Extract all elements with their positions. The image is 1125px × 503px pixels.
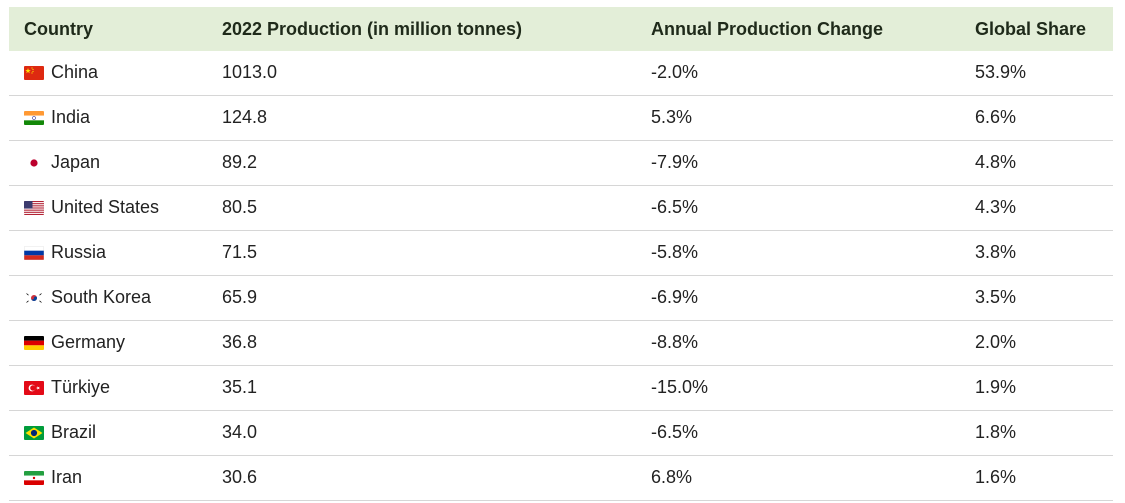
germany-flag-icon: [24, 335, 44, 350]
production-cell: 71.5: [222, 242, 258, 262]
country-cell: Germany: [9, 320, 207, 365]
russia-flag-icon: [24, 245, 44, 260]
table-row: South Korea 65.9 -6.9% 3.5%: [9, 275, 1113, 320]
header-share[interactable]: Global Share: [975, 18, 1087, 39]
country-cell: Iran: [9, 455, 207, 500]
table-row: Germany 36.8 -8.8% 2.0%: [9, 320, 1113, 365]
production-cell: 65.9: [222, 287, 258, 307]
country-cell: India: [9, 95, 207, 140]
brazil-flag-icon: [24, 425, 44, 440]
country-cell: South Korea: [9, 275, 207, 320]
country-cell: China: [9, 51, 207, 95]
country-name: United States: [51, 197, 160, 217]
table-row: China 1013.0 -2.0% 53.9%: [9, 51, 1113, 95]
country-cell-content: Türkiye: [24, 377, 207, 398]
country-cell: United States: [9, 185, 207, 230]
country-cell-content: China: [24, 62, 207, 83]
change-cell: -6.5%: [651, 197, 699, 217]
production-cell: 36.8: [222, 332, 258, 352]
share-cell: 4.3%: [975, 197, 1017, 217]
change-cell: -15.0%: [651, 377, 709, 397]
table-row: Iran 30.6 6.8% 1.6%: [9, 455, 1113, 500]
production-cell: 80.5: [222, 197, 258, 217]
header-country[interactable]: Country: [24, 18, 93, 39]
country-cell-content: Germany: [24, 332, 207, 353]
share-cell: 1.6%: [975, 467, 1017, 487]
production-cell: 1013.0: [222, 62, 278, 83]
share-cell: 4.8%: [975, 152, 1017, 172]
change-cell: 5.3%: [651, 107, 693, 127]
production-cell: 30.6: [222, 467, 258, 487]
change-cell: -8.8%: [651, 332, 699, 352]
country-name: Türkiye: [51, 377, 111, 397]
steel-production-table: Country 2022 Production (in million tonn…: [9, 7, 1113, 501]
turkiye-flag-icon: [24, 380, 44, 395]
country-name: Japan: [51, 152, 101, 172]
table-row: India 124.8 5.3% 6.6%: [9, 95, 1113, 140]
share-cell: 1.8%: [975, 422, 1017, 442]
production-cell: 34.0: [222, 422, 258, 442]
united-states-flag-icon: [24, 200, 44, 215]
country-cell-content: Iran: [24, 467, 207, 488]
country-cell: Brazil: [9, 410, 207, 455]
table-row: United States 80.5 -6.5% 4.3%: [9, 185, 1113, 230]
share-cell: 6.6%: [975, 107, 1017, 127]
change-cell: -6.9%: [651, 287, 699, 307]
country-cell: Türkiye: [9, 365, 207, 410]
production-cell: 124.8: [222, 107, 268, 127]
country-name: South Korea: [51, 287, 152, 307]
share-cell: 3.8%: [975, 242, 1017, 262]
south-korea-flag-icon: [24, 290, 44, 305]
table-row: Brazil 34.0 -6.5% 1.8%: [9, 410, 1113, 455]
share-cell: 2.0%: [975, 332, 1017, 352]
share-cell: 53.9%: [975, 62, 1027, 83]
header-production[interactable]: 2022 Production (in million tonnes): [222, 18, 523, 39]
country-name: India: [51, 107, 91, 127]
country-cell-content: Russia: [24, 242, 207, 263]
change-cell: -2.0%: [651, 62, 699, 83]
change-cell: -6.5%: [651, 422, 699, 442]
country-name: Russia: [51, 242, 107, 262]
steel-production-table-container: Country 2022 Production (in million tonn…: [9, 7, 1113, 501]
india-flag-icon: [24, 110, 44, 125]
table-row: Türkiye 35.1 -15.0% 1.9%: [9, 365, 1113, 410]
change-cell: -7.9%: [651, 152, 699, 172]
country-cell-content: United States: [24, 197, 207, 218]
change-cell: -5.8%: [651, 242, 699, 262]
header-row: Country 2022 Production (in million tonn…: [9, 7, 1113, 51]
header-change[interactable]: Annual Production Change: [651, 18, 883, 39]
japan-flag-icon: [24, 155, 44, 170]
share-cell: 3.5%: [975, 287, 1017, 307]
table-row: Russia 71.5 -5.8% 3.8%: [9, 230, 1113, 275]
production-cell: 35.1: [222, 377, 258, 397]
country-cell-content: India: [24, 107, 207, 128]
table-body: China 1013.0 -2.0% 53.9% India 124.8 5.3% 6.6% J…: [9, 51, 1113, 500]
country-cell-content: Brazil: [24, 422, 207, 443]
country-name: Brazil: [51, 422, 97, 442]
table-header: Country 2022 Production (in million tonn…: [9, 7, 1113, 51]
country-cell-content: South Korea: [24, 287, 207, 308]
country-name: China: [51, 62, 99, 83]
country-cell-content: Japan: [24, 152, 207, 173]
iran-flag-icon: [24, 470, 44, 485]
table-row: Japan 89.2 -7.9% 4.8%: [9, 140, 1113, 185]
change-cell: 6.8%: [651, 467, 693, 487]
china-flag-icon: [24, 65, 44, 80]
country-cell: Japan: [9, 140, 207, 185]
production-cell: 89.2: [222, 152, 258, 172]
country-name: Germany: [51, 332, 126, 352]
country-name: Iran: [51, 467, 83, 487]
country-cell: Russia: [9, 230, 207, 275]
share-cell: 1.9%: [975, 377, 1017, 397]
